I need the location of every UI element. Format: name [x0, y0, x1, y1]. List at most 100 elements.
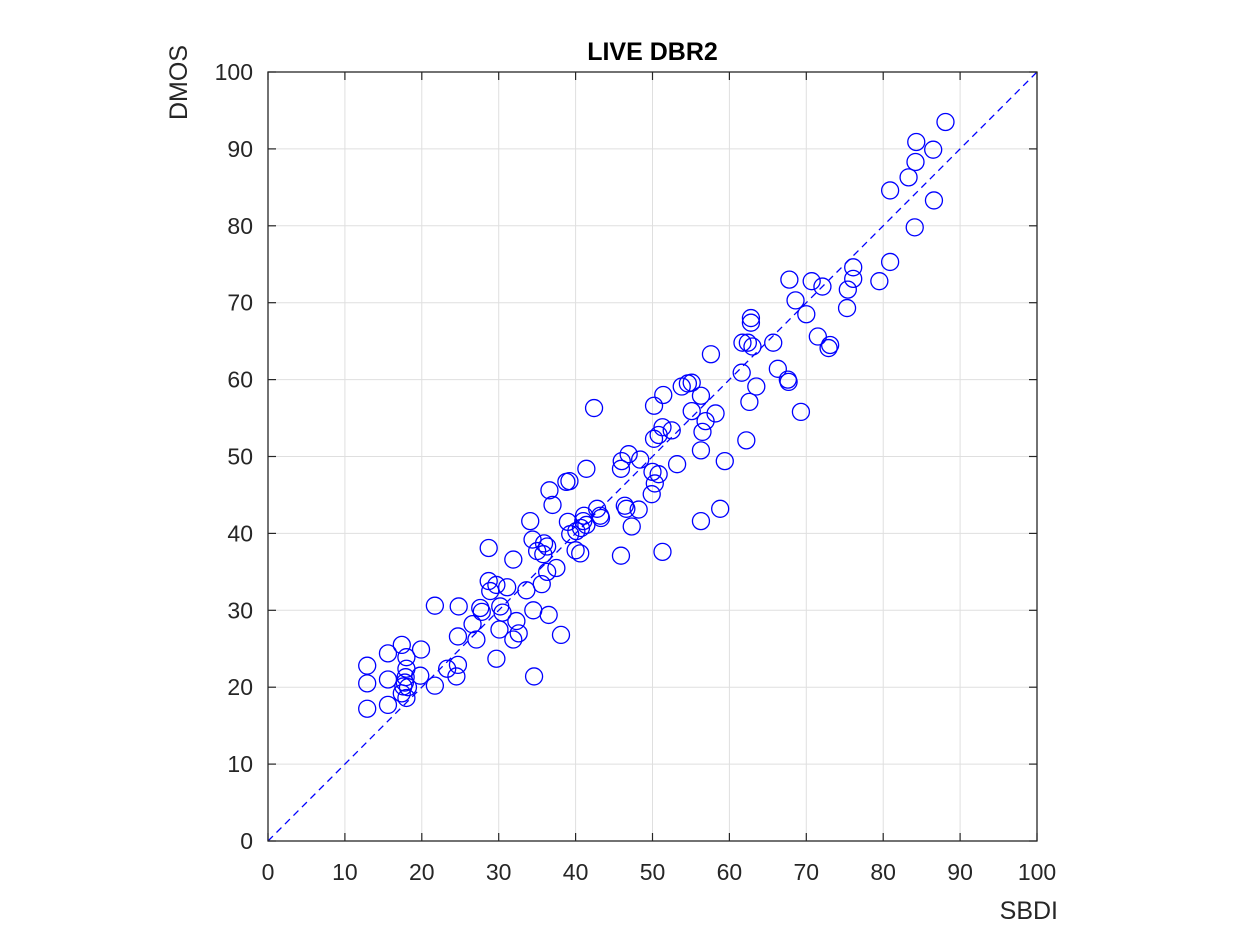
scatter-point [629, 500, 648, 519]
scatter-point [425, 596, 445, 615]
scatter-point [880, 252, 900, 272]
scatter-point [398, 678, 418, 697]
y-tick-label: 80 [227, 213, 253, 239]
scatter-point [905, 218, 924, 237]
scatter-point [779, 372, 798, 392]
scatter-point [715, 451, 734, 471]
scatter-point [682, 373, 701, 392]
scatter-point [837, 298, 857, 318]
data-points [358, 112, 955, 718]
scatter-point [615, 496, 634, 515]
scatter-point [741, 313, 761, 332]
scatter-point [411, 666, 430, 685]
scatter-point [472, 602, 491, 621]
scatter-point [899, 168, 918, 187]
y-tick-label: 10 [227, 751, 253, 777]
scatter-point [706, 404, 725, 423]
x-tick-label: 10 [332, 859, 358, 885]
scatter-point [622, 517, 641, 536]
scatter-point [392, 635, 411, 655]
scatter-point [571, 544, 590, 563]
y-tick-label: 40 [227, 520, 253, 546]
scatter-point [838, 280, 857, 299]
scatter-point [411, 640, 431, 659]
scatter-point [653, 418, 672, 437]
scatter-point [924, 191, 944, 210]
scatter-point [813, 277, 832, 296]
scatter-point [870, 272, 889, 291]
scatter-point [395, 673, 415, 692]
scatter-point [642, 485, 661, 504]
scatter-point [449, 597, 468, 616]
scatter-point [682, 401, 701, 421]
y-tick-label: 60 [227, 367, 253, 393]
x-axis-label: SBDI [1000, 897, 1058, 925]
scatter-point [701, 345, 721, 364]
y-tick-label: 50 [227, 444, 253, 470]
x-tick-label: 90 [947, 859, 973, 885]
scatter-point [740, 392, 759, 412]
scatter-point [498, 578, 517, 597]
scatter-point [517, 581, 536, 600]
scatter-point [467, 630, 486, 649]
reference-line-group [267, 71, 1038, 842]
scatter-point [584, 398, 604, 418]
grid-lines [268, 72, 1037, 841]
scatter-point [696, 411, 715, 431]
scatter-point [743, 337, 762, 356]
scatter-point [523, 530, 542, 549]
x-tick-labels: 0 10 20 30 40 50 60 70 80 90 100 [262, 859, 1057, 885]
x-tick-label: 80 [870, 859, 896, 885]
scatter-point [653, 542, 672, 562]
scatter-point [737, 431, 756, 450]
y-tick-label: 30 [227, 597, 253, 623]
x-tick-label: 100 [1018, 859, 1056, 885]
scatter-point [819, 338, 838, 358]
scatter-point [780, 270, 799, 289]
x-tick-label: 60 [717, 859, 743, 885]
scatter-point [611, 459, 631, 478]
scatter-point [649, 465, 668, 484]
scatter-point [358, 656, 377, 675]
scatter-point [447, 667, 466, 686]
scatter-point [396, 668, 415, 687]
scatter-point [667, 455, 687, 474]
scatter-point [566, 541, 585, 560]
scatter-point [571, 518, 591, 538]
scatter-point [481, 581, 500, 601]
scatter-point [577, 515, 596, 535]
scatter-point [768, 359, 787, 378]
scatter-point [574, 511, 593, 531]
scatter-point [691, 441, 711, 460]
scatter-point [358, 674, 377, 693]
scatter-point [738, 333, 758, 352]
x-tick-label: 50 [640, 859, 666, 885]
y-axis-label: DMOS [165, 45, 193, 120]
scatter-point [786, 291, 805, 310]
scatter-point [691, 386, 711, 405]
scatter-point [631, 450, 650, 469]
scatter-point [741, 308, 761, 328]
scatter-point [524, 667, 544, 686]
scatter-point [378, 644, 398, 663]
scatter-point [591, 508, 611, 528]
scatter-point [907, 132, 926, 152]
scatter-point [577, 459, 596, 478]
scatter-point [534, 534, 554, 553]
scatter-point [733, 333, 752, 352]
scatter-point [693, 422, 712, 442]
scatter-point [547, 558, 566, 578]
scatter-point [747, 377, 766, 396]
scatter-point [560, 471, 579, 491]
scatter-point [448, 655, 468, 675]
scatter-point [844, 258, 863, 277]
scatter-point [504, 550, 523, 569]
scatter-point [543, 495, 562, 515]
scatter-point [619, 445, 638, 464]
scatter-point [791, 402, 811, 422]
y-tick-labels: 0 10 20 30 40 50 60 70 80 90 100 [215, 59, 253, 854]
scatter-point [611, 546, 631, 565]
tick-marks [267, 71, 1038, 842]
scatter-point [532, 575, 551, 594]
